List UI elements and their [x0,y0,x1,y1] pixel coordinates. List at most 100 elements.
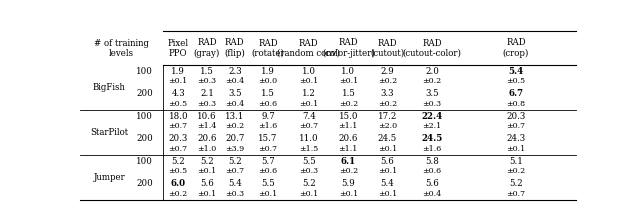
Text: RAD
(flip): RAD (flip) [224,38,245,58]
Text: ±0.1: ±0.1 [378,145,397,153]
Text: ±1.6: ±1.6 [422,145,442,153]
Text: 11.0: 11.0 [299,134,319,143]
Text: 18.0: 18.0 [168,112,188,121]
Text: 20.6: 20.6 [197,134,217,143]
Text: 3.5: 3.5 [228,89,241,98]
Text: Jumper: Jumper [93,173,125,182]
Text: 5.9: 5.9 [342,179,355,188]
Text: ±0.2: ±0.2 [506,167,525,175]
Text: 15.7: 15.7 [259,134,278,143]
Text: RAD
(cutout-color): RAD (cutout-color) [403,39,461,58]
Text: ±0.0: ±0.0 [259,77,278,85]
Text: ±0.1: ±0.1 [506,145,525,153]
Text: 17.2: 17.2 [378,112,397,121]
Text: ±0.2: ±0.2 [225,122,244,130]
Text: 200: 200 [136,134,153,143]
Text: ±0.3: ±0.3 [197,100,216,108]
Text: ±1.0: ±1.0 [197,145,216,153]
Text: ±3.9: ±3.9 [225,145,244,153]
Text: 5.6: 5.6 [426,179,439,188]
Text: 2.0: 2.0 [425,67,439,76]
Text: ±0.2: ±0.2 [169,190,188,198]
Text: 5.2: 5.2 [302,179,316,188]
Text: 10.6: 10.6 [197,112,217,121]
Text: 5.4: 5.4 [381,179,394,188]
Text: 3.5: 3.5 [426,89,439,98]
Text: ±0.5: ±0.5 [169,100,188,108]
Text: RAD
(rotate): RAD (rotate) [252,39,285,58]
Text: # of training
levels: # of training levels [94,39,149,58]
Text: ±0.3: ±0.3 [197,77,216,85]
Text: ±0.2: ±0.2 [378,100,397,108]
Text: ±0.4: ±0.4 [225,100,244,108]
Text: RAD
(color-jitter): RAD (color-jitter) [322,38,375,58]
Text: ±0.1: ±0.1 [299,100,318,108]
Text: 1.9: 1.9 [172,67,185,76]
Text: 5.2: 5.2 [200,157,214,166]
Text: ±0.1: ±0.1 [299,190,318,198]
Text: 7.4: 7.4 [302,112,316,121]
Text: 20.7: 20.7 [225,134,244,143]
Text: 1.5: 1.5 [261,89,275,98]
Text: 15.0: 15.0 [339,112,358,121]
Text: ±0.4: ±0.4 [225,77,244,85]
Text: StarPilot: StarPilot [90,128,128,137]
Text: ±2.1: ±2.1 [422,122,442,130]
Text: 5.2: 5.2 [509,179,523,188]
Text: 22.4: 22.4 [422,112,443,121]
Text: ±2.0: ±2.0 [378,122,397,130]
Text: 24.5: 24.5 [378,134,397,143]
Text: 6.1: 6.1 [340,157,356,166]
Text: 100: 100 [136,157,153,166]
Text: ±0.7: ±0.7 [259,145,278,153]
Text: 5.4: 5.4 [508,67,524,76]
Text: 1.0: 1.0 [341,67,355,76]
Text: 4.3: 4.3 [172,89,185,98]
Text: 2.1: 2.1 [200,89,214,98]
Text: ±0.1: ±0.1 [168,77,188,85]
Text: ±0.6: ±0.6 [259,167,278,175]
Text: 13.1: 13.1 [225,112,244,121]
Text: RAD
(crop): RAD (crop) [503,38,529,58]
Text: 100: 100 [136,67,153,76]
Text: 5.5: 5.5 [261,179,275,188]
Text: 1.2: 1.2 [301,89,316,98]
Text: 5.5: 5.5 [302,157,316,166]
Text: 1.5: 1.5 [341,89,355,98]
Text: 20.3: 20.3 [506,112,525,121]
Text: 5.6: 5.6 [381,157,394,166]
Text: 2.3: 2.3 [228,67,241,76]
Text: ±0.7: ±0.7 [299,122,318,130]
Text: 20.6: 20.6 [339,134,358,143]
Text: 5.6: 5.6 [200,179,214,188]
Text: 5.2: 5.2 [228,157,242,166]
Text: ±0.7: ±0.7 [169,122,188,130]
Text: 100: 100 [136,112,153,121]
Text: 5.7: 5.7 [261,157,275,166]
Text: 1.0: 1.0 [301,67,316,76]
Text: ±0.7: ±0.7 [506,190,525,198]
Text: ±0.2: ±0.2 [422,77,442,85]
Text: ±0.1: ±0.1 [339,190,358,198]
Text: ±0.7: ±0.7 [506,122,525,130]
Text: ±1.6: ±1.6 [259,122,278,130]
Text: ±1.1: ±1.1 [339,122,358,130]
Text: 24.5: 24.5 [422,134,443,143]
Text: 3.3: 3.3 [381,89,394,98]
Text: 24.3: 24.3 [506,134,525,143]
Text: ±0.3: ±0.3 [299,167,318,175]
Text: ±0.3: ±0.3 [422,100,442,108]
Text: RAD
(gray): RAD (gray) [194,38,220,58]
Text: 5.1: 5.1 [509,157,523,166]
Text: ±0.2: ±0.2 [378,77,397,85]
Text: ±1.1: ±1.1 [339,145,358,153]
Text: 2.9: 2.9 [381,67,394,76]
Text: 6.7: 6.7 [508,89,524,98]
Text: ±0.1: ±0.1 [197,167,216,175]
Text: ±0.5: ±0.5 [506,77,525,85]
Text: ±0.6: ±0.6 [422,167,442,175]
Text: ±0.1: ±0.1 [378,190,397,198]
Text: 20.3: 20.3 [168,134,188,143]
Text: 1.9: 1.9 [261,67,275,76]
Text: 6.0: 6.0 [171,179,186,188]
